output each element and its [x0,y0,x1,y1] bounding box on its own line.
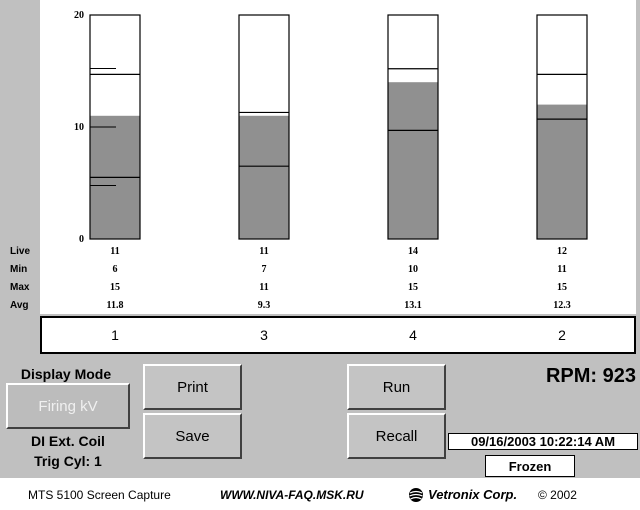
min-value: 10 [408,264,418,275]
bar-column-outline [387,14,439,240]
display-mode-label: Display Mode [20,366,112,382]
live-value: 14 [408,246,418,257]
max-value: 15 [557,282,567,293]
cylinder-label: 2 [558,327,566,343]
min-value: 6 [112,264,118,275]
row-label-min: Min [10,264,28,275]
bar-column-outline [238,14,290,240]
firing-kv-chart: 0 10 20 [40,0,636,314]
avg-value: 9.3 [257,300,271,311]
bar-column-outline [536,14,588,240]
run-button[interactable]: Run [347,364,446,410]
bar [388,82,438,239]
recall-button[interactable]: Recall [347,413,446,459]
min-value: 11 [557,264,567,275]
trigger-cylinder-label: Trig Cyl: 1 [34,453,102,469]
footer-caption: MTS 5100 Screen Capture [28,488,171,502]
max-value: 15 [110,282,120,293]
cylinder-label: 3 [260,327,268,343]
vetronix-globe-icon [409,488,423,502]
avg-value: 11.8 [106,300,124,311]
row-label-live: Live [10,246,31,257]
footer-copyright: © 2002 [538,488,577,502]
avg-value: 13.1 [404,300,422,311]
rpm-readout: RPM: 923 [545,365,636,387]
row-label-max: Max [10,282,30,293]
print-button[interactable]: Print [143,364,242,410]
footer: MTS 5100 Screen Capture WWW.NIVA-FAQ.MSK… [0,478,640,510]
cylinder-label: 1 [111,327,119,343]
bar [537,104,587,239]
capture-timestamp: 09/16/2003 10:22:14 AM [448,433,638,450]
max-value: 15 [408,282,418,293]
save-button[interactable]: Save [143,413,242,459]
display-mode-button[interactable]: Firing kV [6,383,130,429]
footer-brand: Vetronix Corp. [428,487,518,502]
scope-window: 0 10 20 Live Min Max Avg 11 11 14 12 6 7 1… [0,0,640,478]
y-tick-label: 0 [79,234,84,245]
max-value: 11 [259,282,269,293]
live-value: 11 [259,246,269,257]
frozen-status-badge: Frozen [485,455,575,477]
y-tick-label: 10 [74,122,84,133]
row-label-avg: Avg [10,300,29,311]
y-tick-label: 20 [74,10,84,21]
cylinder-order-panel: 1 3 4 2 [40,316,636,354]
live-value: 12 [557,246,567,257]
min-value: 7 [261,264,267,275]
coil-type-label: DI Ext. Coil [31,433,105,449]
bar [239,115,289,239]
avg-value: 12.3 [553,300,571,311]
cylinder-label: 4 [409,327,417,343]
footer-url: WWW.NIVA-FAQ.MSK.RU [220,488,364,502]
live-value: 11 [110,246,120,257]
